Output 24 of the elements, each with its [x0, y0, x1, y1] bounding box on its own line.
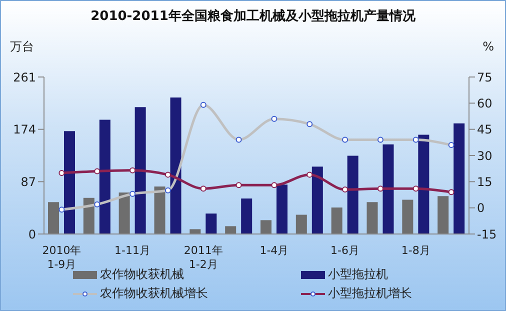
x-tick-label: 1-8月 — [401, 244, 430, 257]
y-axis-title: 万台 — [10, 40, 34, 54]
y2-tick-label: 30 — [477, 148, 492, 163]
x-tick-label: 2011年 1-2月 — [184, 244, 223, 271]
legend-label: 农作物收获机械 — [100, 266, 184, 283]
y2-tick-label: 60 — [477, 96, 492, 110]
legend-label: 小型拖拉机增长 — [328, 285, 412, 302]
y2-axis-title: % — [482, 40, 494, 54]
x-tick-label: 1-4月 — [260, 244, 289, 257]
y2-tick-label: 75 — [477, 70, 492, 84]
chart-title: 2010-2011年全国粮食加工机械及小型拖拉机产量情况 — [90, 8, 416, 25]
y2-tick-label: 0 — [477, 201, 485, 216]
legend-label: 农作物收获机械增长 — [100, 285, 208, 302]
y-tick-label: 261 — [13, 70, 36, 84]
y2-tick-label: 45 — [477, 122, 492, 137]
y-tick-label: 174 — [13, 122, 36, 137]
y2-tick-label: -15 — [477, 227, 497, 242]
y2-tick-label: 15 — [477, 174, 492, 189]
x-tick-label: 1-11月 — [114, 244, 151, 257]
x-tick-label: 2010年 1-9月 — [42, 244, 82, 271]
x-tick-label: 1-6月 — [330, 244, 360, 257]
y-tick-label: 0 — [28, 227, 36, 242]
legend-label: 小型拖拉机 — [328, 266, 388, 283]
y-tick-label: 87 — [20, 174, 36, 189]
